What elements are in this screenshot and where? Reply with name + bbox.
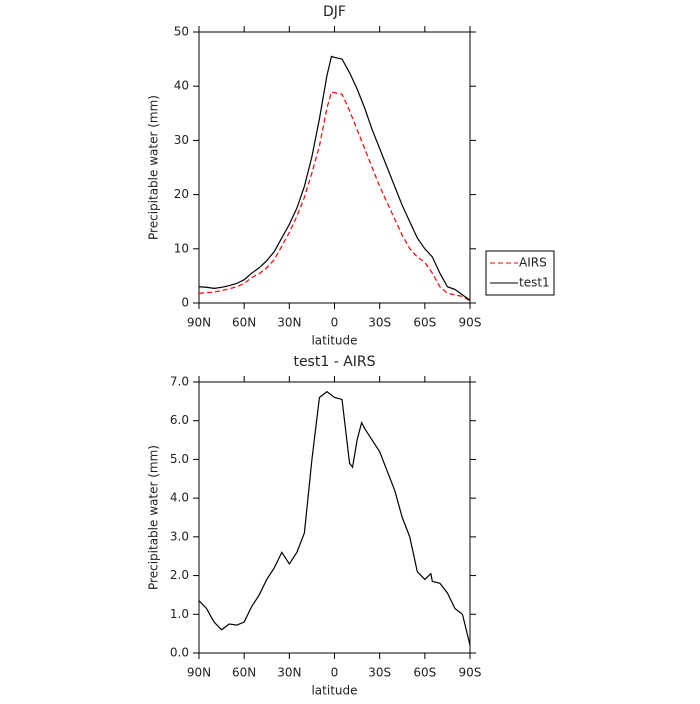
legend-label: AIRS (519, 256, 547, 270)
legend-box (485, 250, 555, 296)
y-tick-label: 10 (174, 241, 189, 255)
data-line (198, 55, 471, 301)
y-tick-label: 4.0 (170, 491, 189, 505)
y-tick-label: 0 (181, 296, 189, 310)
x-axis-label: latitude (311, 684, 357, 698)
x-tick-label: 30S (368, 666, 391, 680)
y-tick-label: 40 (174, 79, 189, 93)
x-axis-label: latitude (311, 334, 357, 348)
x-tick-label: 60N (232, 316, 256, 330)
chart-title: test1 - AIRS (293, 354, 375, 370)
y-tick-label: 7.0 (170, 375, 189, 389)
plot-frame (198, 31, 471, 304)
data-line (198, 390, 471, 646)
y-tick-label: 2.0 (170, 568, 189, 582)
x-tick-label: 90N (187, 666, 211, 680)
x-tick-label: 0 (331, 316, 339, 330)
y-tick-label: 5.0 (170, 452, 189, 466)
y-axis-label: Precipitable water (mm) (147, 95, 161, 240)
x-tick-label: 90S (459, 666, 482, 680)
x-tick-label: 90S (459, 316, 482, 330)
x-tick-label: 30N (277, 666, 301, 680)
plot-frame (198, 381, 471, 654)
data-line (198, 91, 471, 302)
y-tick-label: 6.0 (170, 413, 189, 427)
y-tick-label: 1.0 (170, 607, 189, 621)
chart-title: DJF (323, 4, 346, 20)
legend-label: test1 (519, 276, 550, 290)
x-tick-label: 60S (413, 316, 436, 330)
y-tick-label: 20 (174, 187, 189, 201)
y-tick-label: 3.0 (170, 529, 189, 543)
x-tick-label: 90N (187, 316, 211, 330)
y-tick-label: 50 (174, 25, 189, 39)
x-tick-label: 30S (368, 316, 391, 330)
x-tick-label: 0 (331, 666, 339, 680)
x-tick-label: 60S (413, 666, 436, 680)
y-axis-label: Precipitable water (mm) (147, 445, 161, 590)
y-tick-label: 30 (174, 133, 189, 147)
x-tick-label: 30N (277, 316, 301, 330)
y-tick-label: 0.0 (170, 646, 189, 660)
x-tick-label: 60N (232, 666, 256, 680)
